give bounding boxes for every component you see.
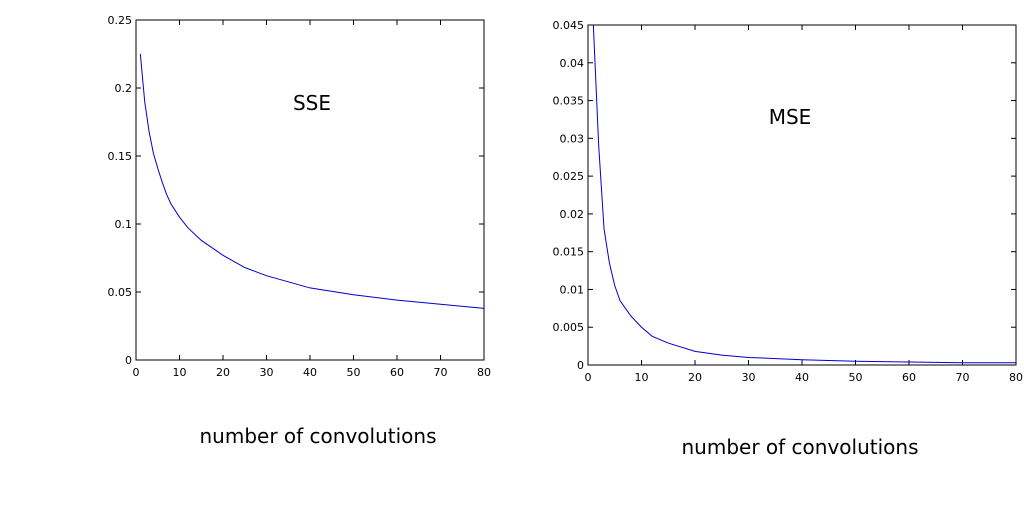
mse-y-tick-label: 0.045 bbox=[553, 19, 585, 32]
sse-chart: 0 10 20 30 40 50 60 70 80 0 0.05 0.1 0.15 0.2 0.25 SS… bbox=[108, 14, 492, 448]
mse-plot-area bbox=[587, 24, 1017, 366]
mse-y-tick-label: 0.04 bbox=[560, 57, 585, 70]
mse-series-line bbox=[592, 24, 1016, 364]
sse-x-tick-label: 80 bbox=[477, 366, 491, 379]
sse-x-tick-label: 60 bbox=[390, 366, 404, 379]
sse-x-tick-label: 10 bbox=[173, 366, 187, 379]
mse-x-ticks: 0 10 20 30 40 50 60 70 80 bbox=[585, 25, 1023, 384]
mse-x-tick-label: 70 bbox=[956, 371, 970, 384]
mse-y-tick-label: 0.005 bbox=[553, 321, 585, 334]
sse-x-tick-label: 30 bbox=[260, 366, 274, 379]
sse-y-ticks: 0 0.05 0.1 0.15 0.2 0.25 bbox=[108, 14, 484, 367]
mse-y-tick-label: 0 bbox=[577, 359, 584, 372]
mse-y-tick-label: 0.025 bbox=[553, 170, 585, 183]
sse-x-axis-label: number of convolutions bbox=[200, 424, 437, 448]
mse-x-axis-label: number of convolutions bbox=[682, 435, 919, 459]
mse-y-tick-label: 0.015 bbox=[553, 246, 585, 259]
sse-x-tick-label: 40 bbox=[303, 366, 317, 379]
mse-y-tick-label: 0.03 bbox=[560, 132, 585, 145]
mse-x-tick-label: 60 bbox=[902, 371, 916, 384]
sse-y-tick-label: 0.1 bbox=[115, 218, 133, 231]
sse-y-tick-label: 0.15 bbox=[108, 150, 133, 163]
mse-x-tick-label: 20 bbox=[688, 371, 702, 384]
mse-y-tick-label: 0.02 bbox=[560, 208, 585, 221]
mse-y-tick-label: 0.01 bbox=[560, 283, 585, 296]
mse-y-ticks: 0 0.005 0.01 0.015 0.02 0.025 0.03 0.035 0.04 0.0… bbox=[553, 19, 1016, 372]
mse-x-tick-label: 10 bbox=[635, 371, 649, 384]
sse-series-line bbox=[139, 53, 485, 309]
sse-y-tick-label: 0.2 bbox=[115, 82, 133, 95]
sse-x-tick-label: 20 bbox=[216, 366, 230, 379]
mse-x-tick-label: 40 bbox=[795, 371, 809, 384]
sse-x-tick-label: 70 bbox=[434, 366, 448, 379]
sse-y-tick-label: 0.05 bbox=[108, 286, 133, 299]
mse-x-tick-label: 0 bbox=[585, 371, 592, 384]
sse-x-tick-label: 50 bbox=[347, 366, 361, 379]
sse-x-tick-label: 0 bbox=[133, 366, 140, 379]
mse-chart: 0 10 20 30 40 50 60 70 80 0 0.005 0.01 0.015 0.02 0.0… bbox=[553, 19, 1024, 459]
mse-x-tick-label: 80 bbox=[1009, 371, 1023, 384]
sse-x-ticks: 0 10 20 30 40 50 60 70 80 bbox=[133, 20, 491, 379]
sse-title: SSE bbox=[293, 91, 331, 115]
mse-title: MSE bbox=[769, 105, 812, 129]
mse-x-tick-label: 50 bbox=[849, 371, 863, 384]
sse-y-tick-label: 0.25 bbox=[108, 14, 133, 27]
mse-x-tick-label: 30 bbox=[742, 371, 756, 384]
sse-y-tick-label: 0 bbox=[125, 354, 132, 367]
sse-plot-area bbox=[135, 19, 485, 361]
mse-y-tick-label: 0.035 bbox=[553, 95, 585, 108]
